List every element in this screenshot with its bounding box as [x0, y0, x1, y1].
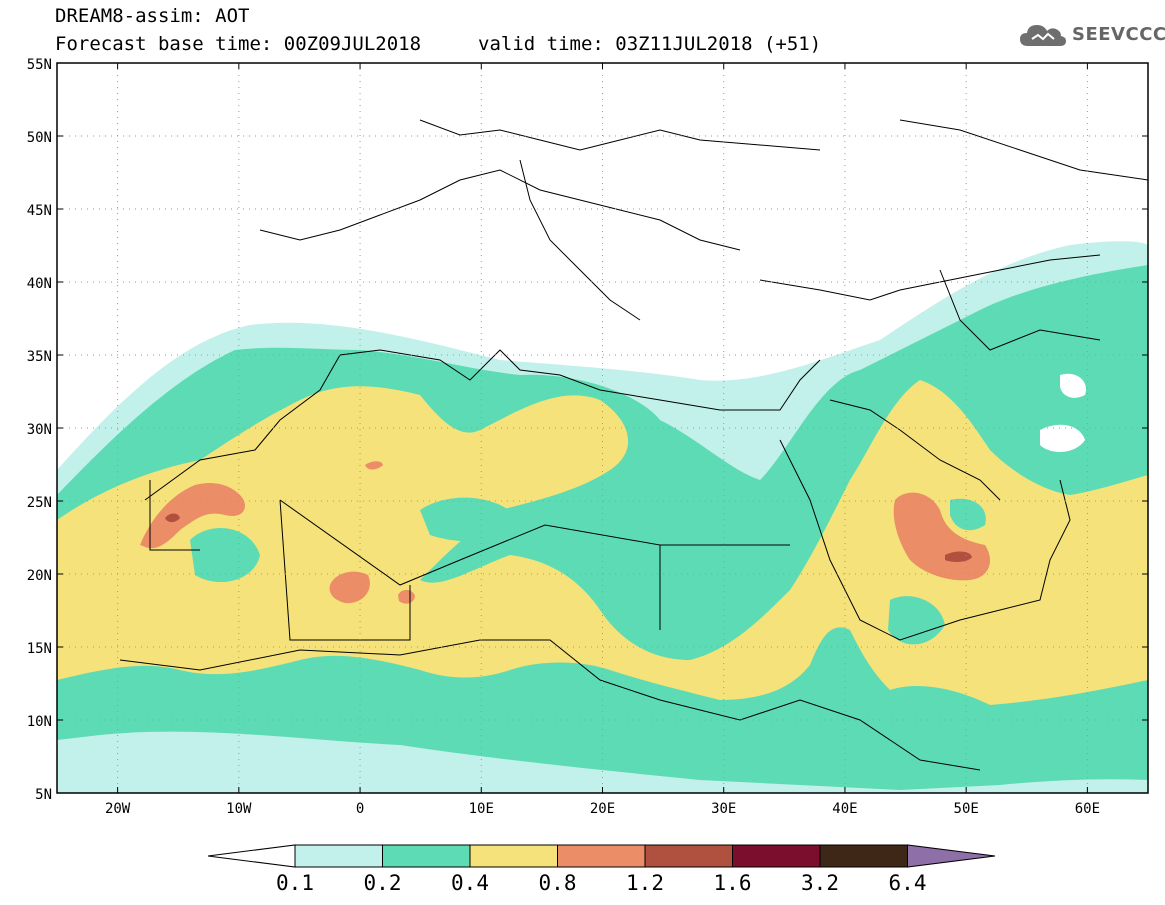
lat-label: 40N	[27, 276, 52, 292]
lat-label: 15N	[27, 641, 52, 657]
seevccc-logo: SEEVCCC	[1018, 20, 1165, 48]
aot-hole	[1060, 373, 1086, 398]
legend-label: 6.4	[889, 871, 927, 895]
lat-axis-labels: 55N 50N 45N 40N 35N 30N 25N 20N 15N 10N 5N	[27, 57, 52, 803]
cloud-logo-icon	[1020, 25, 1066, 46]
chart-title: DREAM8-assim: AOT	[55, 5, 250, 27]
legend-swatch	[469, 844, 558, 868]
lat-label: 20N	[27, 568, 52, 584]
lon-label: 40E	[832, 801, 857, 817]
legend-label: 0.2	[364, 871, 402, 895]
legend-label: 3.2	[801, 871, 839, 895]
lon-label: 0	[356, 801, 364, 817]
aot-band-0-8	[365, 461, 383, 470]
lat-label: 25N	[27, 495, 52, 511]
country-borders	[119, 119, 1148, 771]
aot-band-0-4	[57, 380, 1148, 705]
lon-label: 30E	[711, 801, 736, 817]
aot-band-1-2	[165, 513, 180, 523]
lon-label: 20E	[590, 801, 615, 817]
lon-label: 10W	[226, 801, 252, 817]
aot-band-0-8	[398, 589, 415, 604]
forecast-base-time: Forecast base time: 00Z09JUL2018	[55, 33, 422, 55]
legend-label: 0.4	[451, 871, 489, 895]
lon-label: 60E	[1075, 801, 1100, 817]
legend-swatch	[382, 844, 471, 868]
lat-label: 55N	[27, 57, 52, 73]
lon-label: 20W	[105, 801, 131, 817]
valid-time: valid time: 03Z11JUL2018 (+51)	[478, 33, 822, 55]
aot-shading	[57, 241, 1148, 793]
legend-swatch-under	[207, 844, 296, 868]
axis-ticks	[57, 62, 1148, 794]
legend-label: 0.1	[276, 871, 314, 895]
aot-hole	[1040, 424, 1085, 452]
legend-swatch	[819, 844, 908, 868]
aot-band-1-2	[945, 551, 972, 562]
legend-swatch	[644, 844, 733, 868]
lat-label: 30N	[27, 422, 52, 438]
lat-label: 5N	[35, 787, 52, 803]
legend-label: 0.8	[539, 871, 577, 895]
legend-swatch	[732, 844, 821, 868]
aot-gap-4	[950, 498, 986, 531]
lon-label: 10E	[469, 801, 494, 817]
lat-label: 50N	[27, 130, 52, 146]
legend-swatch	[294, 844, 383, 868]
legend-label: 1.2	[626, 871, 664, 895]
legend-label: 1.6	[714, 871, 752, 895]
legend-swatch	[557, 844, 646, 868]
legend-swatch-over	[907, 844, 996, 868]
lon-axis-labels: 20W 10W 0 10E 20E 30E 40E 50E 60E	[105, 801, 1100, 817]
aot-gap-3	[888, 596, 945, 645]
aot-band-0-8	[140, 483, 245, 549]
logo-text: SEEVCCC	[1072, 23, 1165, 45]
aot-gap-1	[190, 528, 260, 583]
aot-gap-2	[420, 497, 520, 542]
lat-label: 35N	[27, 349, 52, 365]
lon-label: 50E	[954, 801, 979, 817]
lat-label: 45N	[27, 203, 52, 219]
color-bar-legend: 0.1 0.2 0.4 0.8 1.2 1.6 3.2 6.4	[207, 844, 996, 895]
lat-label: 10N	[27, 714, 52, 730]
